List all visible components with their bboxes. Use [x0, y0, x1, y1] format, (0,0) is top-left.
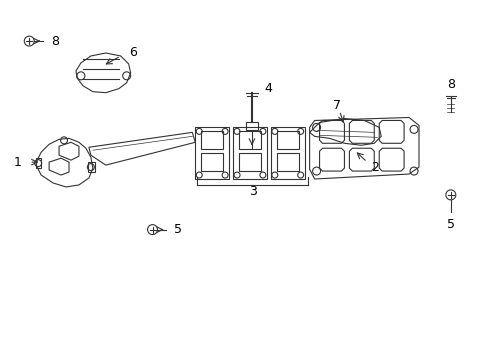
Text: 5: 5 [447, 218, 455, 231]
Text: 3: 3 [249, 185, 257, 198]
Text: 2: 2 [371, 161, 379, 174]
Text: 8: 8 [51, 35, 59, 48]
Text: 8: 8 [447, 78, 455, 91]
Text: 1: 1 [13, 156, 21, 168]
Text: 7: 7 [334, 99, 342, 112]
Text: 6: 6 [129, 46, 137, 59]
Text: 5: 5 [174, 223, 182, 236]
Text: 4: 4 [264, 82, 272, 95]
